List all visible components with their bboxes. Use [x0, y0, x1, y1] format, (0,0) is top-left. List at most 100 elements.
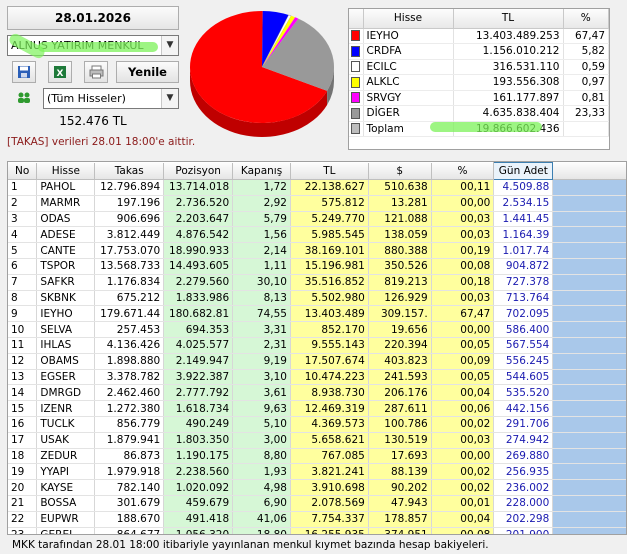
table-row[interactable]: 7 SAFKR 1.176.834 2.279.560 30,10 35.516.852 8… — [8, 274, 626, 291]
cell-filler — [552, 321, 626, 338]
chevron-down-icon[interactable]: ▼ — [161, 36, 178, 55]
excel-icon[interactable]: X — [48, 61, 72, 83]
legend-header-pct[interactable]: % — [563, 9, 609, 29]
table-row[interactable]: 17 USAK 1.879.941 1.803.350 3,00 5.658.621 130… — [8, 432, 626, 449]
cell-hisse: PAHOL — [36, 179, 96, 196]
cell-no: 1 — [8, 179, 38, 196]
cell-pct: 00,00 — [431, 321, 495, 338]
column-header-pozisyon[interactable]: Pozisyon — [163, 162, 234, 180]
cell-pct: 00,03 — [431, 432, 495, 449]
column-header-kapanis[interactable]: Kapanış — [232, 162, 291, 180]
table-row[interactable]: 9 IEYHO 179.671.44 180.682.81 74,55 13.403.48… — [8, 305, 626, 323]
cell-pozisyon: 1.833.986 — [163, 290, 234, 307]
legend-code: IEYHO — [363, 28, 454, 44]
table-row[interactable]: 11 IHLAS 4.136.426 4.025.577 2,31 9.555.143 22… — [8, 337, 626, 354]
cell-takas: 864.677 — [94, 527, 165, 534]
cell-pozisyon: 1.190.175 — [163, 448, 234, 465]
column-header-pct[interactable]: % — [431, 162, 495, 180]
table-row[interactable]: 15 IZENR 1.272.380 1.618.734 9,63 12.469.319 2… — [8, 400, 626, 417]
cell-no: 7 — [8, 274, 38, 291]
cell-no: 16 — [8, 416, 38, 433]
cell-no: 10 — [8, 321, 38, 338]
cell-usd: 403.823 — [368, 353, 432, 370]
column-header-usd[interactable]: $ — [368, 162, 432, 180]
legend-row[interactable]: ECILC 316.531.110 0,59 — [349, 59, 609, 75]
legend-row[interactable]: CRDFA 1.156.010.212 5,82 — [349, 43, 609, 60]
holdings-grid[interactable]: No Hisse Takas Pozisyon Kapanış TL $ % G… — [7, 161, 627, 535]
date-button[interactable]: 28.01.2026 — [7, 6, 179, 30]
cell-gun-adet: 4.509.88 — [493, 179, 554, 196]
svg-text:X: X — [57, 69, 64, 79]
legend-pct: 5,82 — [563, 43, 609, 60]
table-row[interactable]: 14 DMRGD 2.462.460 2.777.792 3,61 8.938.730 20… — [8, 384, 626, 402]
cell-hisse: DMRGD — [36, 384, 96, 402]
pie-slice — [262, 15, 296, 67]
table-row[interactable]: 3 ODAS 906.696 2.203.647 5,79 5.249.770 121.08… — [8, 211, 626, 228]
table-row[interactable]: 6 TSPOR 13.568.733 14.493.605 1,11 15.196.981… — [8, 258, 626, 275]
cell-takas: 1.979.918 — [94, 463, 165, 481]
cell-kapanis: 2,14 — [232, 242, 291, 259]
table-row[interactable]: 18 ZEDUR 86.873 1.190.175 8,80 767.085 17.693 0… — [8, 448, 626, 465]
cell-usd: 13.281 — [368, 195, 432, 212]
cell-kapanis: 3,10 — [232, 369, 291, 386]
cell-takas: 301.679 — [94, 495, 165, 512]
column-header-tl[interactable]: TL — [290, 162, 369, 180]
cell-hisse: EGSER — [36, 369, 96, 386]
table-row[interactable]: 10 SELVA 257.453 694.353 3,31 852.170 19.656 00… — [8, 321, 626, 338]
table-row[interactable]: 5 CANTE 17.753.070 18.990.933 2,14 38.169.101… — [8, 242, 626, 259]
cell-pct: 00,11 — [431, 179, 495, 196]
cell-kapanis: 1,93 — [232, 463, 291, 481]
cell-tl: 575.812 — [290, 195, 369, 212]
cell-pozisyon: 4.025.577 — [163, 337, 234, 354]
printer-icon[interactable] — [84, 61, 108, 83]
cell-kapanis: 6,90 — [232, 495, 291, 512]
cell-takas: 1.898.880 — [94, 353, 165, 370]
table-row[interactable]: 16 TUCLK 856.779 490.249 5,10 4.369.573 100.78… — [8, 416, 626, 433]
column-header-hisse[interactable]: Hisse — [36, 162, 96, 180]
cell-pozisyon: 459.679 — [163, 495, 234, 512]
table-row[interactable]: 13 EGSER 3.378.782 3.922.387 3,10 10.474.223 2… — [8, 369, 626, 386]
table-row[interactable]: 20 KAYSE 782.140 1.020.092 4,98 3.910.698 90.2… — [8, 479, 626, 496]
cell-tl: 767.085 — [290, 448, 369, 465]
takas-note: [TAKAS] verileri 28.01 18:00'e aittir. — [7, 136, 196, 148]
legend-row[interactable]: SRVGY 161.177.897 0,81 — [349, 90, 609, 106]
table-row[interactable]: 8 SKBNK 675.212 1.833.986 8,13 5.502.980 126.9… — [8, 290, 626, 307]
legend-row[interactable]: DİGER 4.635.838.404 23,33 — [349, 105, 609, 122]
cell-hisse: KAYSE — [36, 479, 96, 496]
pie-slice-side — [327, 67, 334, 105]
refresh-button[interactable]: Yenile — [116, 61, 179, 83]
cell-tl: 5.249.770 — [290, 211, 369, 228]
table-row[interactable]: 23 GEREL 864.677 1.056.320 18,80 16.255.935 37… — [8, 527, 626, 534]
table-row[interactable]: 12 OBAMS 1.898.880 2.149.947 9,19 17.507.674 4… — [8, 353, 626, 370]
column-header-takas[interactable]: Takas — [94, 162, 165, 180]
table-row[interactable]: 19 YYAPI 1.979.918 2.238.560 1,93 3.821.241 88… — [8, 463, 626, 481]
cell-takas: 197.196 — [94, 195, 165, 212]
cell-filler — [552, 258, 626, 275]
table-row[interactable]: 4 ADESE 3.812.449 4.876.542 1,56 5.985.545 138… — [8, 226, 626, 244]
table-row[interactable]: 21 BOSSA 301.679 459.679 6,90 2.078.569 47.943… — [8, 495, 626, 512]
chevron-down-icon[interactable]: ▼ — [161, 89, 178, 108]
cell-pct: 00,06 — [431, 400, 495, 417]
highlight-mark — [38, 42, 158, 52]
group-icon[interactable] — [12, 88, 36, 110]
legend-row[interactable]: ALKLC 193.556.308 0,97 — [349, 74, 609, 91]
table-row[interactable]: 22 EUPWR 188.670 491.418 41,06 7.754.337 178.8… — [8, 511, 626, 528]
cell-hisse: ODAS — [36, 211, 96, 228]
cell-no: 12 — [8, 353, 38, 370]
legend-row[interactable]: IEYHO 13.403.489.253 67,47 — [349, 28, 609, 44]
table-row[interactable]: 2 MARMR 197.196 2.736.520 2,92 575.812 13.281 0… — [8, 195, 626, 212]
legend-header-hisse[interactable]: Hisse — [363, 9, 454, 29]
cell-kapanis: 3,31 — [232, 321, 291, 338]
cell-pct: 00,18 — [431, 274, 495, 291]
table-row[interactable]: 1 PAHOL 12.796.894 13.714.018 1,72 22.138.627… — [8, 179, 626, 196]
stock-filter-select[interactable]: (Tüm Hisseler) ▼ — [43, 88, 179, 109]
cell-kapanis: 1,72 — [232, 179, 291, 196]
save-icon[interactable] — [12, 61, 36, 83]
legend-code: ECILC — [363, 59, 454, 75]
pie-slice — [262, 11, 289, 67]
cell-filler — [552, 479, 626, 496]
legend-header-tl[interactable]: TL — [453, 9, 564, 29]
column-header-no[interactable]: No — [8, 162, 38, 180]
column-header-gun-adet[interactable]: Gün Adet — [493, 162, 554, 180]
cell-filler — [552, 463, 626, 481]
